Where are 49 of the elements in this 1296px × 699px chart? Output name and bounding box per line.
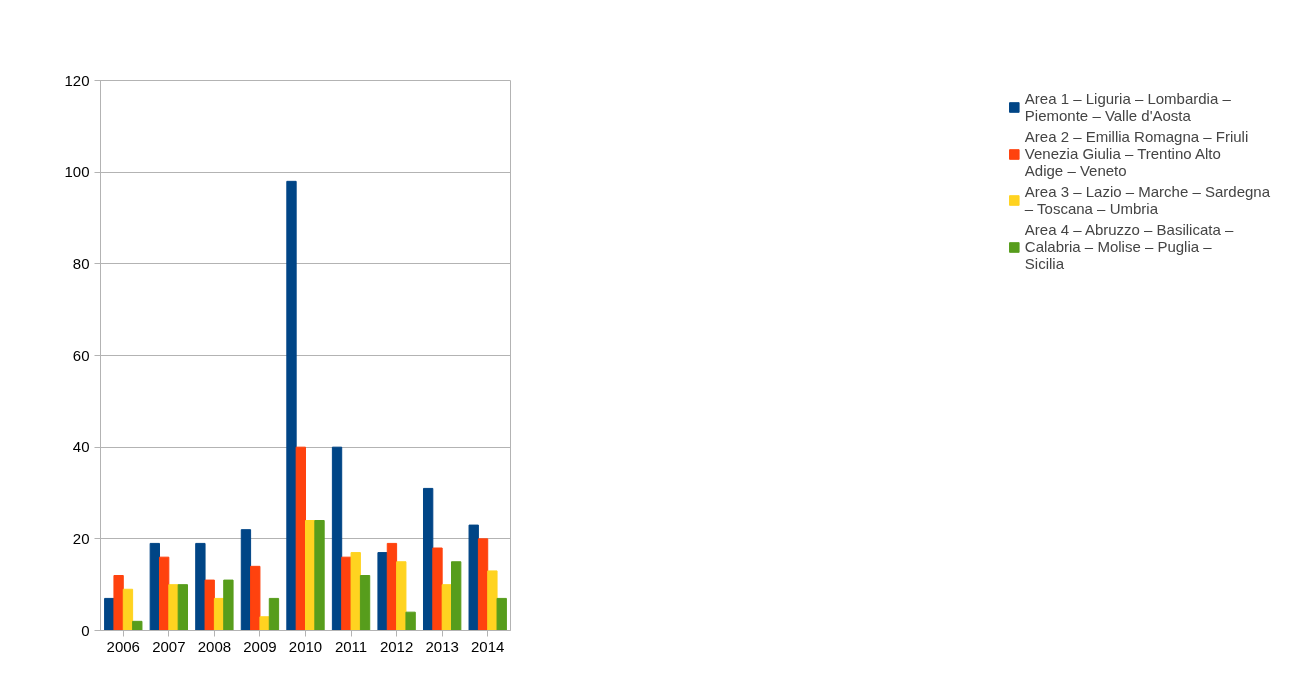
bar [132,620,143,631]
bar [377,552,388,631]
x-tick-label: 2010 [288,637,323,655]
legend-label: Area 4 – Abruzzo – Basilicata – Calabria – Molise – Puglia – Sicilia [1024,221,1234,272]
x-tick-label: 2008 [197,637,232,655]
bar [350,552,361,631]
x-tick-label: 2013 [425,637,459,655]
x-tick-label: 2012 [379,637,414,655]
y-tick-label: 120 [64,71,90,89]
x-tick-label: 2006 [106,637,140,655]
bar [268,597,280,631]
bar [496,597,507,631]
bar [359,575,371,631]
bar [177,584,189,631]
bar [168,584,179,631]
y-tick-label: 20 [72,529,90,547]
bar [422,487,434,631]
bar [250,565,261,631]
bar [158,556,170,631]
x-tick-label: 2009 [243,637,277,655]
y-tick-label: 60 [72,346,90,364]
x-tick-label: 2007 [152,637,186,655]
bar [240,529,252,631]
bar [396,561,407,631]
bar [432,547,443,631]
bar [113,575,124,631]
x-tick-label: 2014 [471,637,505,655]
bar [477,538,489,631]
y-tick-label: 40 [72,438,90,456]
bar [223,579,234,631]
bar [487,570,498,631]
bar [295,446,306,631]
bar [259,616,270,631]
bar [122,588,134,631]
bar [314,520,325,631]
bar [451,561,462,631]
bar [405,611,416,631]
legend-label: Area 1 – Liguria – Lombardia – Piemonte – Valle d'Aosta [1024,90,1231,124]
bar [331,446,343,631]
y-tick-label: 0 [81,621,90,639]
legend-label: Area 3 – Lazio – Marche – Sardegna – Toscana – Umbria [1024,183,1270,217]
legend-label: Area 2 – Emillia Romagna – Friuli Venezia Giulia – Trentino Alto Adige – Veneto [1024,128,1249,179]
bar [468,524,479,631]
bar [195,542,206,631]
y-tick-label: 100 [64,163,90,181]
x-tick-label: 2011 [334,637,368,655]
bar [286,180,297,631]
y-tick-label: 80 [72,254,90,272]
bar [204,579,215,631]
